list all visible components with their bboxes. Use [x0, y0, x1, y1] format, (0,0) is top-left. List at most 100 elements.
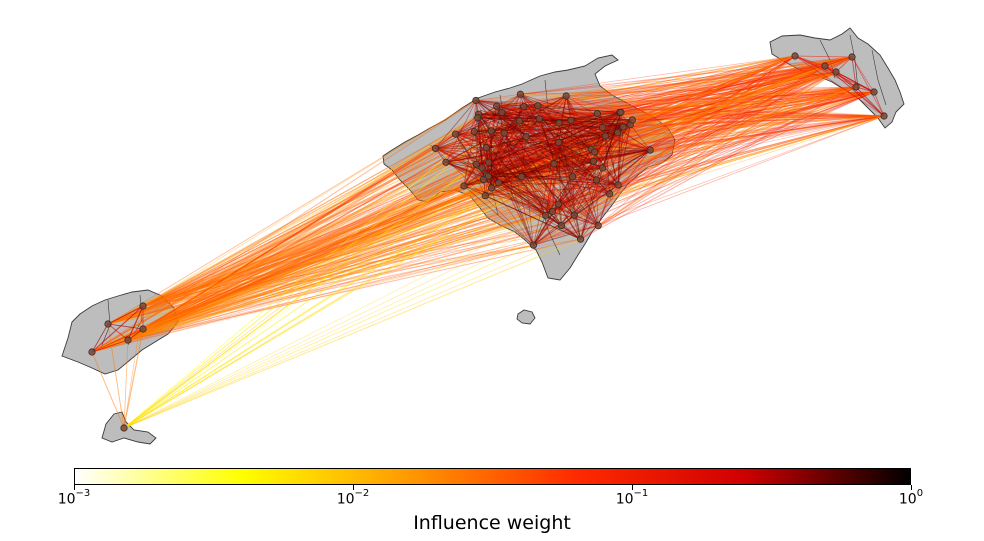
influence-edge [473, 131, 489, 177]
influence-edge [107, 86, 857, 325]
influence-edge [558, 141, 582, 240]
influence-edge [558, 122, 582, 240]
influence-edge [580, 65, 826, 240]
influence-edge [434, 147, 489, 177]
influence-edge [142, 106, 525, 307]
influence-edge [496, 93, 521, 107]
influence-edge [107, 244, 535, 325]
influence-edge [488, 105, 498, 163]
influence-edge [445, 117, 479, 163]
influence-edge [435, 148, 596, 153]
influence-edge [107, 211, 553, 325]
influence-edge [573, 115, 885, 216]
influence-edge [558, 113, 598, 205]
influence-edge [483, 65, 826, 180]
influence-edge [463, 149, 651, 187]
influence-edge [629, 91, 875, 126]
influence-edge [496, 105, 597, 181]
influence-edge [91, 111, 503, 353]
influence-edge [570, 120, 631, 126]
influence-edge [537, 105, 624, 128]
influence-edge [142, 130, 492, 330]
influence-edge [604, 71, 837, 137]
influence-edge [107, 193, 611, 325]
influence-edge [835, 71, 885, 117]
influence-edge [609, 115, 885, 195]
influence-edge [490, 56, 853, 132]
influence-edge [487, 149, 651, 177]
influence-edge [487, 118, 540, 177]
influence-edge [491, 91, 875, 189]
influence-edge [490, 115, 885, 132]
influence-edge [496, 105, 598, 115]
influence-edge [473, 86, 857, 133]
influence-edge [488, 162, 581, 240]
influence-edge [484, 184, 619, 197]
influence-edge [91, 93, 521, 353]
influence-edge [142, 225, 599, 330]
influence-edge [127, 132, 505, 341]
influence-edge [91, 115, 885, 353]
influence-edge [488, 141, 560, 163]
influence-edge [545, 95, 567, 216]
municipality-node [570, 211, 578, 219]
influence-edge [483, 105, 498, 180]
influence-edge [501, 111, 572, 121]
influence-edge [445, 135, 606, 163]
municipality-node [576, 235, 585, 243]
influence-edge [558, 149, 651, 205]
influence-edge [552, 126, 624, 212]
influence-edge [519, 86, 857, 95]
influence-edge [521, 136, 527, 178]
influence-edge [520, 93, 553, 212]
influence-edge [445, 91, 875, 163]
influence-edge [445, 122, 560, 163]
influence-edge [551, 163, 555, 213]
influence-edge [107, 149, 651, 325]
influence-edge [490, 130, 522, 178]
influence-edge [488, 56, 853, 163]
influence-edge [123, 106, 525, 429]
influence-edge [473, 130, 574, 178]
influence-edge [604, 56, 853, 137]
influence-edge [478, 113, 505, 134]
influence-edge [107, 176, 574, 325]
influence-edge [463, 86, 857, 187]
influence-edge [142, 131, 475, 307]
influence-edge [649, 115, 885, 151]
influence-edge [127, 203, 559, 341]
influence-edge [107, 115, 885, 325]
influence-edge [631, 86, 857, 121]
influence-edge [553, 119, 572, 165]
influence-edge [519, 56, 853, 95]
influence-edge [557, 56, 853, 205]
influence-edge [142, 113, 480, 330]
influence-edge [127, 56, 853, 341]
influence-edge [475, 55, 796, 165]
influence-edge [142, 147, 487, 307]
influence-edge [496, 105, 522, 178]
influence-edge [91, 126, 604, 353]
influence-edge [521, 95, 567, 178]
influence-edge [523, 65, 826, 107]
influence-edge [525, 136, 560, 143]
influence-edge [487, 56, 853, 177]
influence-edge [435, 148, 573, 178]
influence-edge [463, 185, 534, 246]
influence-edge [553, 71, 837, 165]
influence-edge [519, 86, 857, 122]
influence-edge [481, 111, 503, 169]
influence-edge [142, 132, 619, 307]
influence-edge [473, 119, 633, 132]
influence-edge [477, 113, 535, 246]
municipality-node [592, 176, 601, 184]
influence-edge [127, 120, 572, 341]
influence-edge [107, 174, 488, 325]
influence-edge [477, 113, 885, 117]
influence-edge [127, 184, 619, 341]
influence-edge [91, 163, 477, 353]
influence-edge [142, 115, 885, 307]
influence-edge [580, 127, 603, 240]
influence-edge [127, 124, 631, 341]
influence-edge [107, 305, 144, 325]
